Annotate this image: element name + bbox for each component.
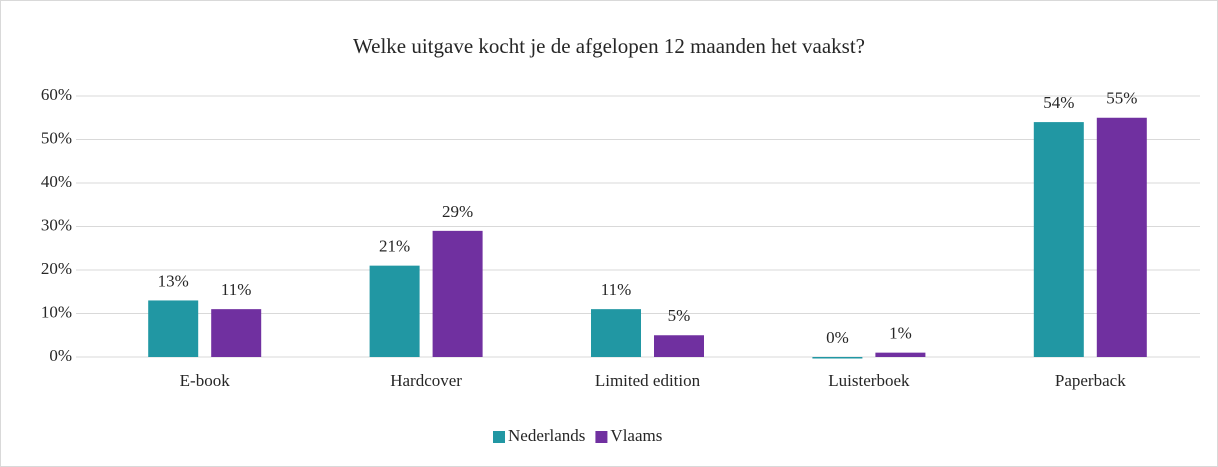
data-label: 1% (889, 324, 912, 343)
bar (812, 357, 863, 359)
legend-label: Nederlands (508, 426, 585, 445)
y-tick-label: 30% (41, 215, 72, 234)
y-tick-label: 40% (41, 172, 72, 191)
legend-swatch (595, 431, 608, 443)
data-label: 21% (379, 237, 410, 256)
data-label: 29% (442, 202, 473, 221)
data-label: 11% (221, 280, 252, 299)
bar (148, 300, 199, 357)
bar (1096, 117, 1147, 357)
data-label: 11% (601, 280, 632, 299)
x-tick-label: E-book (180, 371, 231, 390)
chart-title: Welke uitgave kocht je de afgelopen 12 m… (353, 34, 865, 58)
legend-label: Vlaams (610, 426, 662, 445)
data-label: 5% (668, 306, 691, 325)
data-label: 55% (1106, 89, 1137, 108)
y-tick-label: 20% (41, 259, 72, 278)
bar (875, 352, 926, 357)
bar (432, 230, 483, 357)
x-tick-label: Luisterboek (828, 371, 910, 390)
y-tick-label: 60% (41, 85, 72, 104)
x-tick-label: Paperback (1055, 371, 1126, 390)
bar (211, 309, 262, 357)
x-tick-label: Limited edition (595, 371, 701, 390)
data-label: 54% (1043, 93, 1074, 112)
y-tick-label: 50% (41, 128, 72, 147)
bar (1033, 122, 1084, 357)
x-tick-label: Hardcover (390, 371, 462, 390)
legend-swatch (493, 431, 505, 443)
bar (654, 335, 704, 357)
data-label: 0% (826, 328, 849, 347)
bar (369, 265, 420, 357)
y-tick-label: 10% (41, 302, 72, 321)
y-tick-label: 0% (49, 346, 72, 365)
bar (591, 309, 641, 357)
data-label: 13% (158, 271, 189, 290)
